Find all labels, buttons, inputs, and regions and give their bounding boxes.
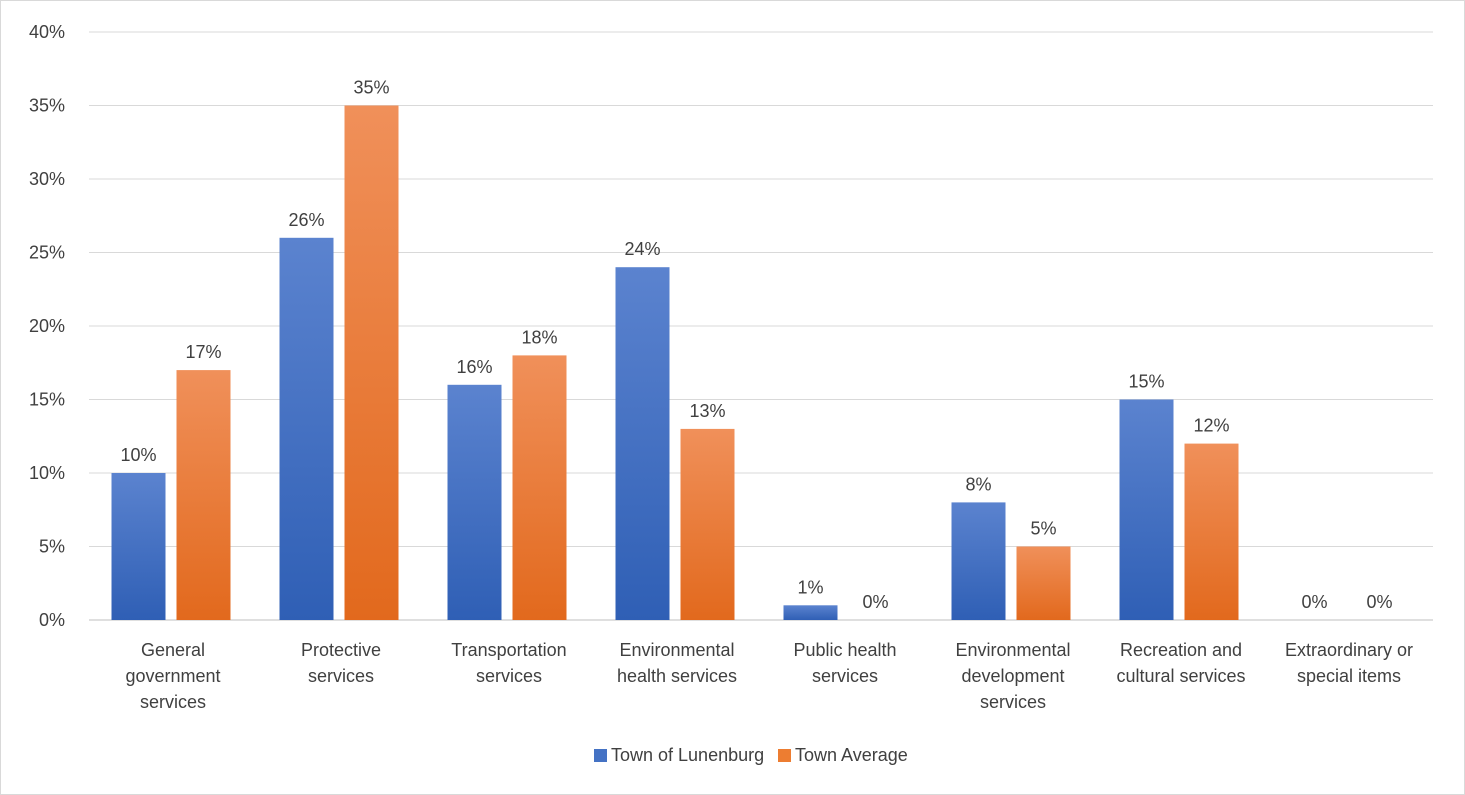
data-label: 26% <box>288 210 324 230</box>
legend: Town of Lunenburg Town Average <box>594 745 908 765</box>
y-tick-label: 0% <box>39 610 65 630</box>
data-label: 15% <box>1128 372 1164 392</box>
bar-town-of-lunenburg <box>951 502 1006 620</box>
legend-label: Town of Lunenburg <box>611 745 764 765</box>
bar-town-average <box>1184 443 1239 620</box>
bar-town-of-lunenburg <box>615 267 670 620</box>
bar-town-of-lunenburg <box>447 384 502 620</box>
bar-town-of-lunenburg <box>1119 399 1174 620</box>
y-tick-label: 20% <box>29 316 65 336</box>
category-label: Environmental development services <box>955 640 1070 712</box>
data-label: 10% <box>120 445 156 465</box>
legend-swatch <box>594 749 607 762</box>
data-label: 8% <box>965 474 991 494</box>
data-label: 17% <box>185 342 221 362</box>
y-tick-label: 5% <box>39 537 65 557</box>
y-axis-ticks: 0% 5% 10% 15% 20% 25% 30% 35% 40% <box>29 22 65 630</box>
y-tick-label: 15% <box>29 390 65 410</box>
y-tick-label: 35% <box>29 96 65 116</box>
data-label: 1% <box>797 577 823 597</box>
bar-town-average <box>344 105 399 620</box>
bar-town-of-lunenburg <box>783 605 838 620</box>
data-labels: 10% 17% 26% 35% 16% 18% 24% 13% 1% 0% 8% 5% 15% 12% 0%… <box>120 78 1392 613</box>
y-tick-label: 40% <box>29 22 65 42</box>
bars <box>111 105 1239 621</box>
category-label: Public health services <box>793 640 896 686</box>
bar-town-average <box>680 428 735 620</box>
data-label: 16% <box>456 357 492 377</box>
data-label: 0% <box>1366 592 1392 612</box>
category-label: Protective services <box>301 640 381 686</box>
category-label: Extraordinary or special items <box>1285 640 1413 686</box>
data-label: 13% <box>689 401 725 421</box>
category-label: Transportation services <box>451 640 566 686</box>
legend-swatch <box>778 749 791 762</box>
bar-town-of-lunenburg <box>111 473 166 620</box>
bar-town-average <box>512 355 567 620</box>
data-label: 12% <box>1193 416 1229 436</box>
legend-label: Town Average <box>795 745 908 765</box>
category-labels: General government services Protective servi… <box>125 640 1413 712</box>
category-label: Recreation and cultural services <box>1116 640 1245 686</box>
category-label: General government services <box>125 640 220 712</box>
data-label: 24% <box>624 239 660 259</box>
data-label: 5% <box>1030 519 1056 539</box>
y-tick-label: 30% <box>29 169 65 189</box>
bar-town-average <box>1016 546 1071 620</box>
bar-town-of-lunenburg <box>279 237 334 621</box>
category-label: Environmental health services <box>617 640 737 686</box>
data-label: 0% <box>862 592 888 612</box>
data-label: 0% <box>1301 592 1327 612</box>
data-label: 18% <box>521 327 557 347</box>
data-label: 35% <box>353 78 389 98</box>
y-tick-label: 25% <box>29 243 65 263</box>
bar-town-average <box>176 370 231 620</box>
y-tick-label: 10% <box>29 463 65 483</box>
